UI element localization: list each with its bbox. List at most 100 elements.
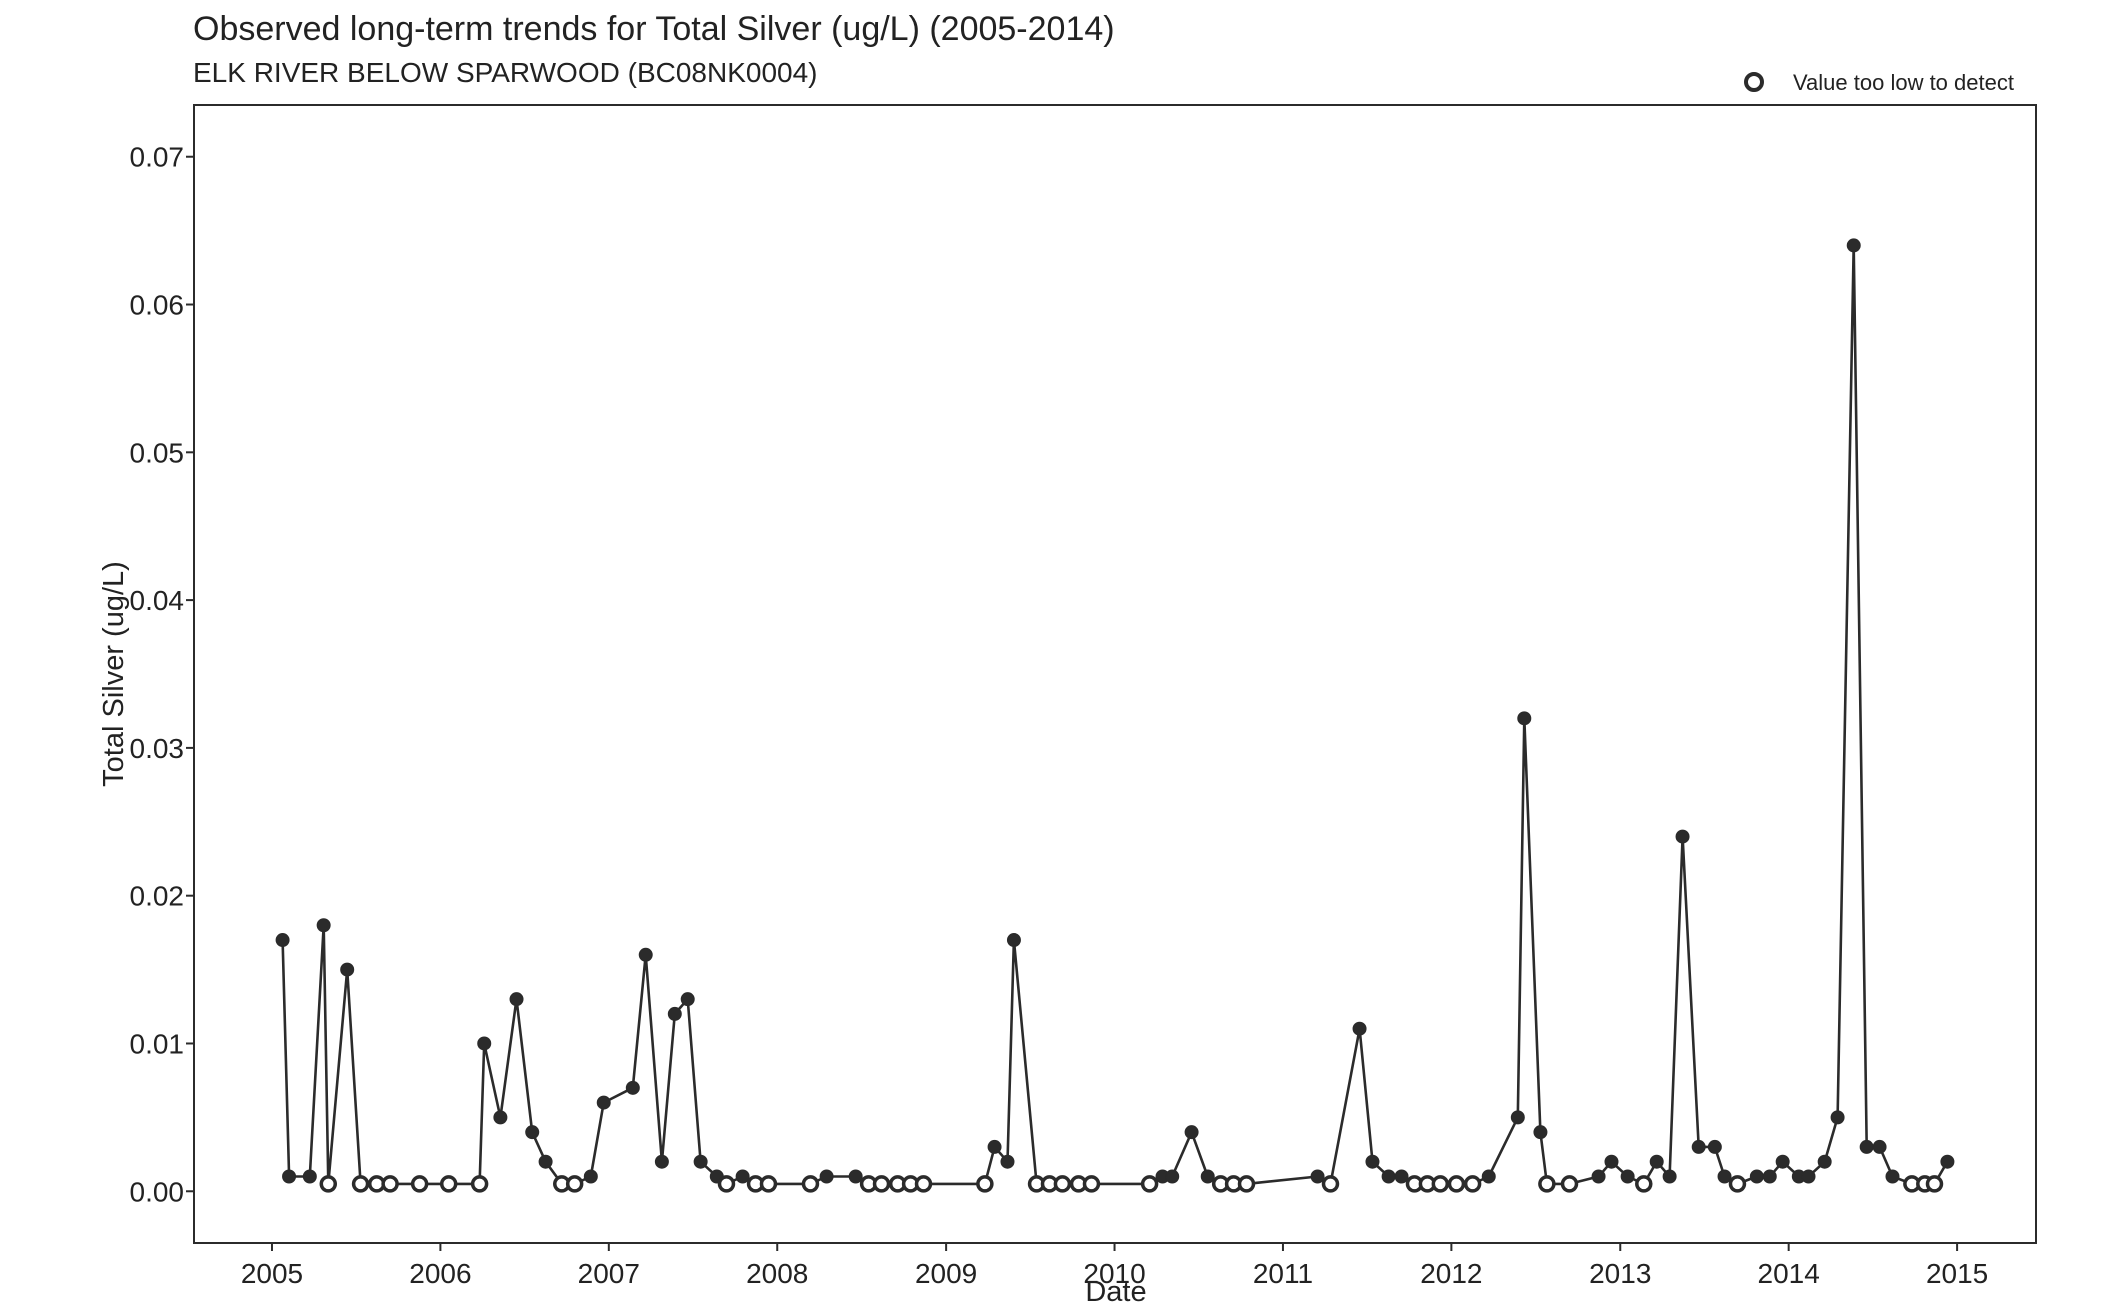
data-point bbox=[638, 947, 653, 962]
data-point bbox=[1675, 829, 1690, 844]
data-point bbox=[1365, 1154, 1380, 1169]
data-point bbox=[525, 1125, 540, 1140]
data-point bbox=[509, 992, 524, 1007]
data-point-below-detection bbox=[1925, 1175, 1944, 1193]
chart-title: Observed long-term trends for Total Silv… bbox=[193, 10, 1115, 48]
x-tick-label: 2014 bbox=[1758, 1258, 1820, 1289]
data-point-below-detection bbox=[801, 1175, 820, 1193]
data-point-below-detection bbox=[1321, 1175, 1340, 1193]
x-tick-label: 2011 bbox=[1253, 1258, 1313, 1289]
data-point-below-detection bbox=[470, 1175, 489, 1193]
y-tick-label: 0.04 bbox=[130, 585, 185, 616]
y-tick-label: 0.07 bbox=[130, 142, 185, 173]
x-tick-label: 2006 bbox=[409, 1258, 471, 1289]
data-point-below-detection bbox=[319, 1175, 338, 1193]
x-tick-label: 2005 bbox=[241, 1258, 303, 1289]
data-point-below-detection bbox=[1463, 1175, 1482, 1193]
data-point bbox=[1801, 1169, 1816, 1184]
data-point bbox=[693, 1154, 708, 1169]
data-point bbox=[1817, 1154, 1832, 1169]
x-tick-label: 2012 bbox=[1420, 1258, 1482, 1289]
legend-open-circle-marker bbox=[1744, 72, 1764, 92]
data-point bbox=[1381, 1169, 1396, 1184]
data-point bbox=[1604, 1154, 1619, 1169]
data-point bbox=[1859, 1139, 1874, 1154]
legend-label: Value too low to detect bbox=[1793, 70, 2014, 95]
data-point-below-detection bbox=[381, 1175, 399, 1193]
data-point-below-detection bbox=[1447, 1175, 1466, 1193]
x-tick-label: 2015 bbox=[1926, 1258, 1988, 1289]
data-point-below-detection bbox=[872, 1175, 891, 1193]
data-point bbox=[1000, 1154, 1015, 1169]
data-point bbox=[1394, 1169, 1409, 1184]
x-axis-title: Date bbox=[1085, 1276, 1146, 1308]
data-point-below-detection bbox=[1053, 1175, 1072, 1193]
data-point bbox=[1165, 1169, 1180, 1184]
data-point bbox=[1749, 1169, 1764, 1184]
data-point bbox=[583, 1169, 598, 1184]
data-point bbox=[1200, 1169, 1215, 1184]
data-point bbox=[477, 1036, 492, 1051]
x-tick-label: 2009 bbox=[915, 1258, 977, 1289]
data-point bbox=[1649, 1154, 1664, 1169]
data-point bbox=[1762, 1169, 1777, 1184]
data-point bbox=[302, 1169, 317, 1184]
data-point-below-detection bbox=[717, 1175, 736, 1193]
y-tick-label: 0.03 bbox=[130, 733, 185, 764]
y-tick-label: 0.05 bbox=[130, 437, 185, 468]
data-point bbox=[625, 1080, 640, 1095]
data-point bbox=[1184, 1125, 1199, 1140]
data-point bbox=[340, 962, 355, 977]
data-point bbox=[596, 1095, 611, 1110]
y-tick-label: 0.00 bbox=[130, 1176, 185, 1207]
series-line bbox=[281, 244, 1949, 1186]
data-point-below-detection bbox=[976, 1175, 994, 1193]
data-point-below-detection bbox=[1728, 1175, 1747, 1193]
data-point bbox=[1533, 1125, 1548, 1140]
data-point bbox=[1310, 1169, 1325, 1184]
data-point-below-detection bbox=[1140, 1175, 1159, 1193]
data-point bbox=[735, 1169, 750, 1184]
data-point bbox=[1707, 1139, 1722, 1154]
data-point-below-detection bbox=[351, 1175, 370, 1193]
plot-area bbox=[275, 238, 1955, 1193]
y-axis: 0.00 0.01 0.02 0.03 0.04 0.05 0.06 0.07 bbox=[130, 142, 194, 1207]
data-point-below-detection bbox=[1560, 1175, 1579, 1193]
data-point-below-detection bbox=[1082, 1175, 1101, 1193]
x-tick-label: 2013 bbox=[1589, 1258, 1651, 1289]
data-point bbox=[819, 1169, 834, 1184]
data-point-below-detection bbox=[1635, 1175, 1653, 1193]
chart-subtitle: ELK RIVER BELOW SPARWOOD (BC08NK0004) bbox=[193, 57, 818, 88]
plot-panel-border bbox=[193, 104, 2037, 1244]
legend: Value too low to detect bbox=[1744, 70, 2014, 95]
data-point bbox=[538, 1154, 553, 1169]
data-point bbox=[1846, 238, 1861, 253]
data-point bbox=[1510, 1110, 1525, 1125]
data-point bbox=[1940, 1154, 1955, 1169]
y-tick-label: 0.01 bbox=[130, 1028, 185, 1059]
y-axis-title: Total Silver (ug/L) bbox=[98, 561, 130, 787]
data-point bbox=[1517, 711, 1532, 726]
data-point bbox=[1352, 1021, 1367, 1036]
data-point bbox=[1006, 933, 1021, 948]
data-point-below-detection bbox=[1538, 1175, 1556, 1193]
data-point-below-detection bbox=[565, 1175, 584, 1193]
data-point-below-detection bbox=[1431, 1175, 1450, 1193]
data-point bbox=[1885, 1169, 1900, 1184]
x-tick-label: 2010 bbox=[1083, 1258, 1145, 1289]
data-point bbox=[680, 992, 695, 1007]
data-point bbox=[493, 1110, 508, 1125]
data-point-below-detection bbox=[914, 1175, 933, 1193]
data-point-below-detection bbox=[759, 1175, 778, 1193]
y-tick-label: 0.06 bbox=[130, 290, 185, 321]
data-point bbox=[1662, 1169, 1677, 1184]
data-point bbox=[1775, 1154, 1790, 1169]
data-point bbox=[1481, 1169, 1496, 1184]
data-point bbox=[848, 1169, 863, 1184]
data-point-below-detection bbox=[410, 1175, 429, 1193]
data-point bbox=[1872, 1139, 1887, 1154]
data-point bbox=[275, 933, 290, 948]
data-point bbox=[1717, 1169, 1732, 1184]
y-tick-label: 0.02 bbox=[130, 881, 185, 912]
